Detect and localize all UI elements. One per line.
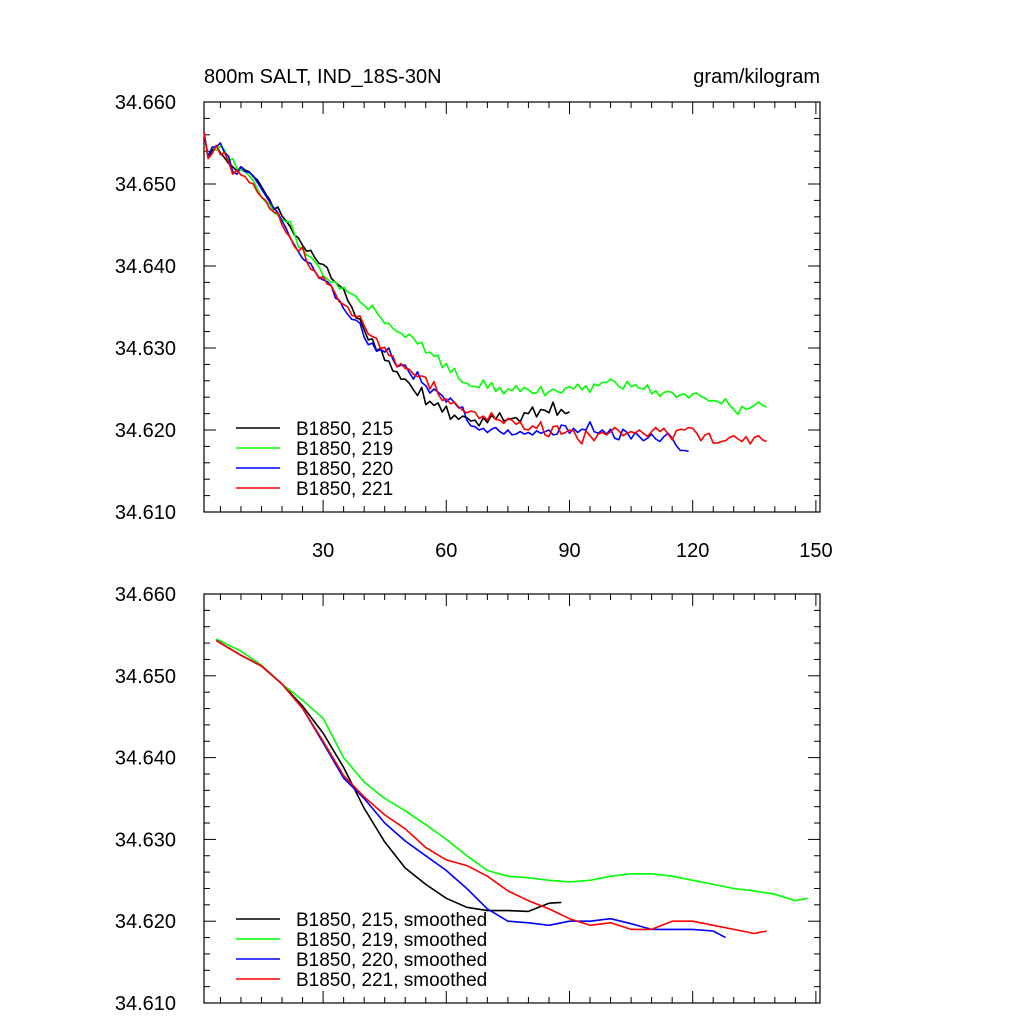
y-tick-label: 34.630 — [115, 338, 176, 360]
legend-label: B1850, 219 — [296, 439, 393, 460]
series-line — [215, 639, 726, 939]
x-tick-label: 150 — [799, 540, 832, 562]
plot-frame — [203, 101, 821, 513]
legend-label: B1850, 221 — [296, 479, 393, 500]
legend-label: B1850, 220, smoothed — [296, 950, 487, 971]
y-tick-label: 34.610 — [115, 502, 176, 524]
x-tick-label: 120 — [676, 540, 709, 562]
legend-label: B1850, 220 — [296, 459, 393, 480]
y-tick-label: 34.640 — [115, 748, 176, 770]
chart-title: 800m SALT, IND_18S-30N — [204, 66, 442, 88]
legend-label: B1850, 219, smoothed — [296, 930, 487, 951]
y-tick-label: 34.620 — [115, 420, 176, 442]
y-tick-label: 34.630 — [115, 829, 176, 851]
series-line — [215, 639, 767, 935]
series-line — [203, 132, 767, 416]
units-label: gram/kilogram — [693, 66, 820, 88]
x-tick-label: 60 — [435, 540, 457, 562]
y-tick-label: 34.650 — [115, 666, 176, 688]
y-tick-label: 34.660 — [115, 584, 176, 606]
y-tick-label: 34.650 — [115, 174, 176, 196]
panel-bottom: 34.610 34.620 34.630 34.640 34.650 34.660 B185… — [115, 584, 821, 1015]
x-tick-label: 90 — [558, 540, 580, 562]
series-line — [203, 132, 570, 427]
y-tick-label: 34.620 — [115, 911, 176, 933]
y-tick-label: 34.610 — [115, 993, 176, 1015]
legend-label: B1850, 215 — [296, 419, 393, 440]
y-tick-label: 34.660 — [115, 92, 176, 114]
plot-frame — [203, 593, 821, 1004]
x-tick-label: 30 — [312, 540, 334, 562]
legend-label: B1850, 215, smoothed — [296, 910, 487, 931]
series-line — [215, 639, 562, 913]
series-line — [203, 132, 689, 453]
series-line — [215, 638, 808, 902]
panel-top: 34.610 34.620 34.630 34.640 34.650 34.660 30 60… — [115, 92, 833, 562]
legend-label: B1850, 221, smoothed — [296, 970, 487, 991]
y-tick-label: 34.640 — [115, 256, 176, 278]
series-line — [203, 132, 767, 445]
